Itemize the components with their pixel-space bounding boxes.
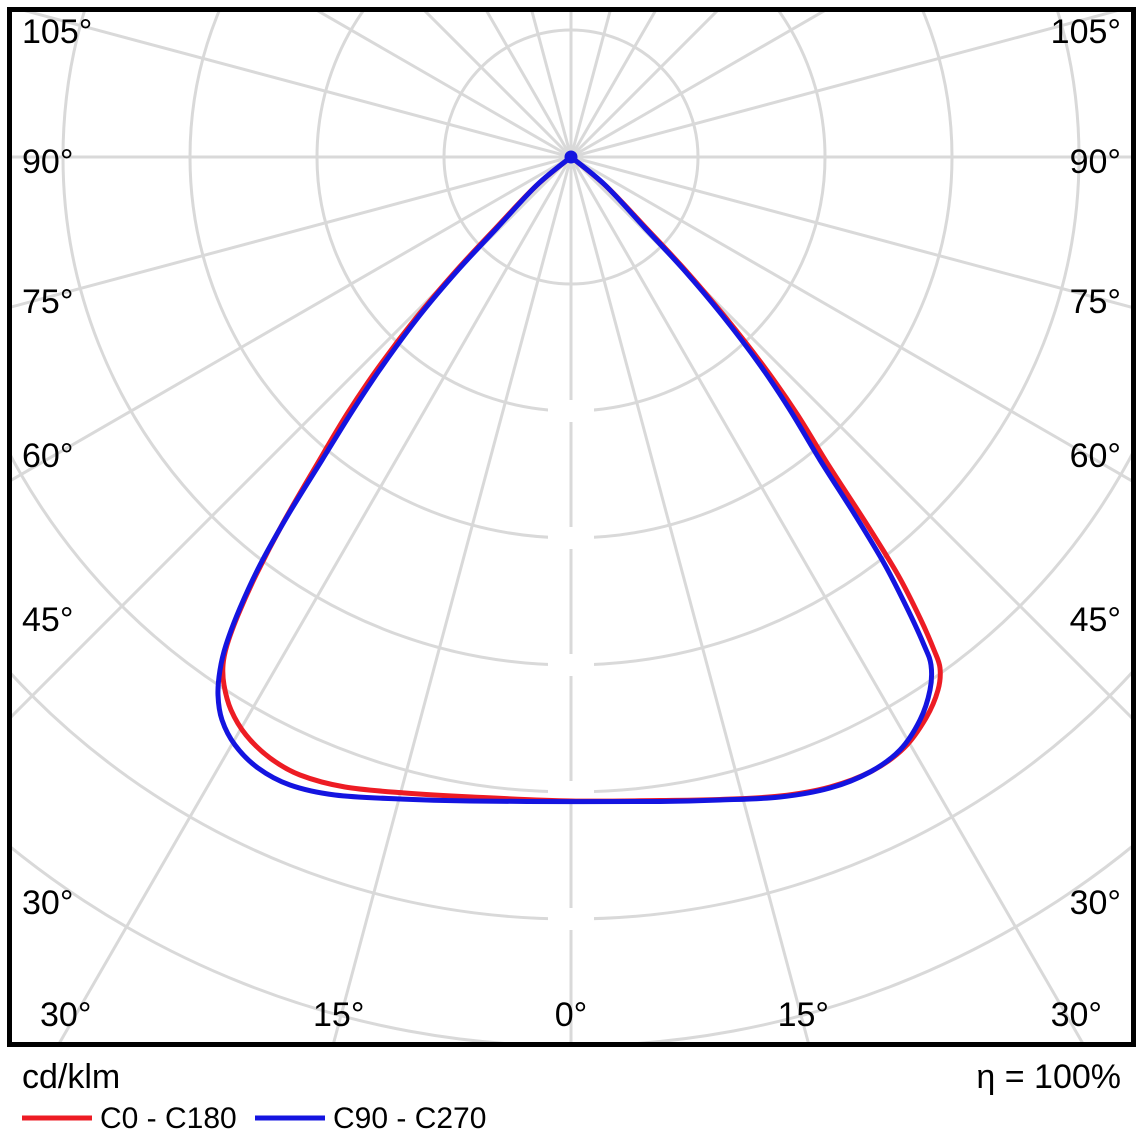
svg-text:30°: 30° [1070,884,1121,922]
svg-text:75°: 75° [1070,283,1121,321]
svg-text:30°: 30° [22,884,73,922]
svg-text:30°: 30° [1051,996,1102,1034]
svg-text:15°: 15° [778,996,829,1034]
svg-text:90°: 90° [1070,143,1121,181]
svg-text:30°: 30° [40,996,91,1034]
svg-text:C0 - C180: C0 - C180 [100,1102,237,1135]
svg-text:0°: 0° [555,996,588,1034]
svg-text:90°: 90° [22,143,73,181]
svg-text:105°: 105° [1051,13,1121,51]
svg-text:C90 - C270: C90 - C270 [333,1102,486,1135]
svg-text:45°: 45° [22,601,73,639]
svg-text:15°: 15° [313,996,364,1034]
svg-text:45°: 45° [1070,601,1121,639]
svg-text:60°: 60° [22,437,73,475]
svg-text:75°: 75° [22,283,73,321]
svg-text:60°: 60° [1070,437,1121,475]
svg-text:105°: 105° [22,13,92,51]
svg-text:η = 100%: η = 100% [976,1058,1121,1096]
svg-text:cd/klm: cd/klm [22,1058,120,1096]
